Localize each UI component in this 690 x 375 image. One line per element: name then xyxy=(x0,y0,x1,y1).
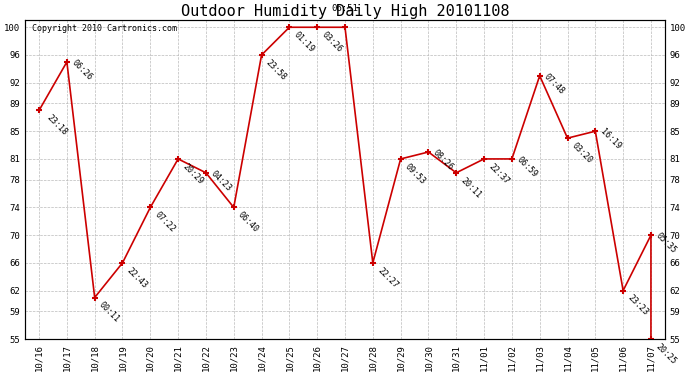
Text: 09:53: 09:53 xyxy=(404,162,427,186)
Text: 23:23: 23:23 xyxy=(626,293,650,317)
Text: 08:26: 08:26 xyxy=(431,148,455,172)
Text: 06:40: 06:40 xyxy=(237,210,261,234)
Text: 20:25: 20:25 xyxy=(653,342,678,366)
Text: 23:58: 23:58 xyxy=(264,58,288,82)
Text: 03:20: 03:20 xyxy=(570,141,594,165)
Text: 04:23: 04:23 xyxy=(208,169,233,193)
Text: 03:26: 03:26 xyxy=(320,30,344,54)
Text: 22:43: 22:43 xyxy=(126,266,149,290)
Text: 20:29: 20:29 xyxy=(181,162,205,186)
Title: Outdoor Humidity Daily High 20101108: Outdoor Humidity Daily High 20101108 xyxy=(181,4,509,19)
Text: 23:18: 23:18 xyxy=(45,113,69,137)
Text: 01:19: 01:19 xyxy=(292,30,316,54)
Text: 06:51: 06:51 xyxy=(332,4,358,13)
Text: 07:48: 07:48 xyxy=(542,72,566,96)
Text: 00:11: 00:11 xyxy=(97,300,121,324)
Text: 22:37: 22:37 xyxy=(487,162,511,186)
Text: 22:27: 22:27 xyxy=(375,266,400,290)
Text: 06:26: 06:26 xyxy=(70,58,94,82)
Text: 20:11: 20:11 xyxy=(459,176,483,200)
Text: 16:19: 16:19 xyxy=(598,127,622,151)
Text: 06:59: 06:59 xyxy=(515,155,539,179)
Text: 07:22: 07:22 xyxy=(153,210,177,234)
Text: Copyright 2010 Cartronics.com: Copyright 2010 Cartronics.com xyxy=(32,24,177,33)
Text: 05:35: 05:35 xyxy=(653,231,678,255)
